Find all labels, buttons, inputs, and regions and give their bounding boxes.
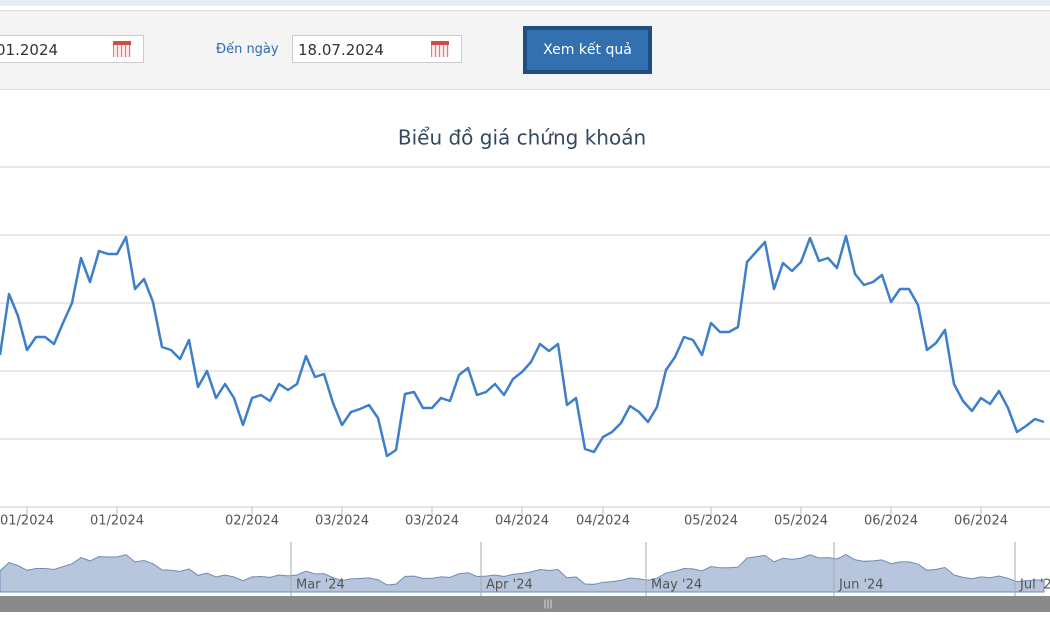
- chart-title: Biểu đồ giá chứng khoán: [398, 126, 646, 150]
- x-tick-label: 06/2024: [864, 514, 918, 529]
- calendar-icon[interactable]: [113, 41, 131, 57]
- navigator-area: [0, 553, 1045, 593]
- x-tick-label: 03/2024: [315, 514, 369, 529]
- x-tick-label: 01/2024: [90, 514, 144, 529]
- scrollbar-grip[interactable]: |||: [543, 600, 552, 610]
- navigator-label: Jun '24: [838, 578, 884, 593]
- to-date: 18.07.2024: [298, 41, 384, 59]
- top-strip: [0, 0, 1050, 6]
- navigator-label: Apr '24: [486, 578, 533, 593]
- date-form: 01.2024 Đến ngày 18.07.2024 Xem kết quả: [0, 10, 1050, 90]
- from-date-input[interactable]: 01.2024: [0, 35, 144, 63]
- to-date-input[interactable]: 18.07.2024: [292, 35, 462, 63]
- x-tick-label: 02/2024: [225, 514, 279, 529]
- navigator-label: Jul '24: [1019, 578, 1050, 593]
- x-tick-label: 05/2024: [684, 514, 738, 529]
- to-label: Đến ngày: [216, 42, 279, 57]
- navigator-label: May '24: [651, 578, 702, 593]
- submit-button[interactable]: Xem kết quả: [523, 26, 652, 74]
- x-tick-label: 01/2024: [0, 514, 54, 529]
- x-tick-label: 04/2024: [576, 514, 630, 529]
- from-date: 01.2024: [0, 41, 59, 59]
- x-tick-label: 06/2024: [954, 514, 1008, 529]
- calendar-icon[interactable]: [431, 41, 449, 57]
- x-tick-label: 05/2024: [774, 514, 828, 529]
- price-line: [0, 234, 1045, 458]
- scrollbar[interactable]: [0, 596, 1050, 612]
- x-tick-label: 03/2024: [405, 514, 459, 529]
- x-tick-label: 04/2024: [495, 514, 549, 529]
- button-label: Xem kết quả: [527, 30, 648, 70]
- navigator-label: Mar '24: [296, 578, 345, 593]
